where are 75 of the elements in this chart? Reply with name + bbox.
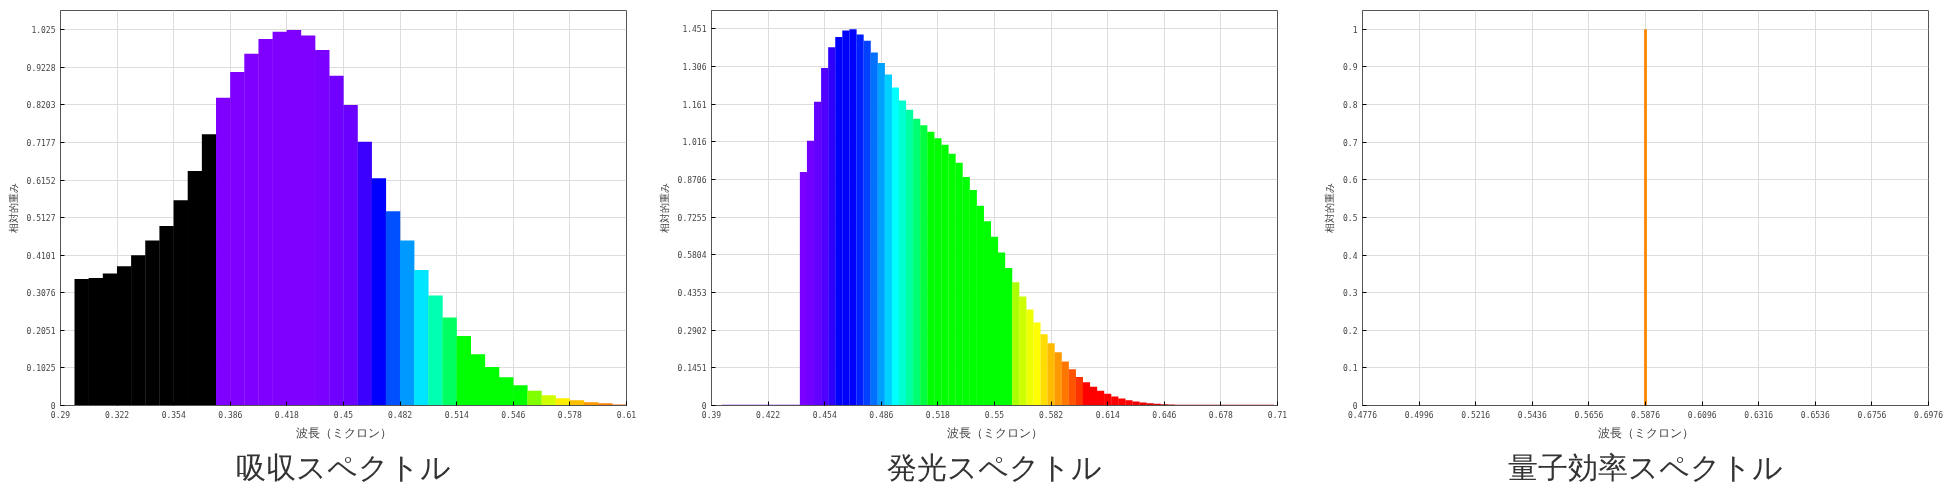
x-tick-label: 0.6536	[1800, 410, 1830, 420]
y-tick-label: 1.025	[31, 26, 56, 36]
y-axis-title: 相対的重み	[7, 183, 19, 233]
y-axis-title: 相対的重み	[1324, 183, 1336, 233]
y-tick-label: 0.8706	[677, 176, 707, 186]
text: 吸収スペクトル	[236, 449, 451, 485]
y-tick-label: 0.7177	[26, 139, 56, 149]
x-tick-label: 0.4996	[1404, 410, 1434, 420]
x-tick-label: 0.454	[812, 410, 837, 420]
x-tick-label: 0.614	[1095, 410, 1120, 420]
y-tick-label: 0.6	[1343, 176, 1358, 186]
y-tick-label: 1.451	[682, 25, 707, 35]
y-tick-label: 0.3	[1343, 289, 1358, 299]
x-tick-label: 0.39	[701, 410, 722, 420]
x-tick-label: 0.482	[388, 410, 413, 420]
x-tick-label: 0.678	[1208, 410, 1234, 420]
x-tick-label: 0.5436	[1517, 410, 1547, 420]
x-tick-label: 0.55	[984, 410, 1005, 420]
x-tick-label: 0.6976	[1914, 410, 1944, 420]
y-tick-label: 0.4101	[26, 251, 56, 261]
text: 発光スペクトル	[887, 449, 1102, 485]
y-tick-label: 0.2902	[677, 326, 707, 336]
y-tick-label: 1.306	[682, 63, 707, 73]
y-tick-label: 0.2	[1343, 326, 1358, 336]
x-tick-label: 0.486	[869, 410, 894, 420]
y-axis-title: 相対的重み	[658, 183, 670, 233]
y-tick-label: 0.7255	[677, 213, 707, 223]
x-tick-label: 0.514	[444, 410, 469, 420]
y-tick-label: 1	[1352, 25, 1358, 35]
x-tick-label: 0.322	[105, 410, 130, 420]
y-tick-label: 0.6152	[26, 176, 56, 186]
x-tick-label: 0.5216	[1461, 410, 1491, 420]
x-tick-label: 0.582	[1039, 410, 1064, 420]
y-tick-label: 0.1451	[677, 364, 707, 374]
y-tick-label: 0.3076	[26, 289, 56, 299]
y-tick-label: 0.5127	[26, 214, 56, 224]
x-tick-label: 0.386	[218, 410, 243, 420]
x-tick-label: 0.5656	[1574, 410, 1604, 420]
x-tick-label: 0.354	[161, 410, 186, 420]
y-tick-label: 0	[1352, 402, 1358, 411]
x-tick-label: 0.6756	[1857, 410, 1887, 420]
text: 量子効率スペクトル	[1508, 449, 1783, 485]
y-tick-label: 0	[50, 402, 56, 411]
y-tick-label: 0.1	[1343, 364, 1358, 374]
y-tick-label: 0	[701, 402, 707, 411]
x-axis-title: 波長（ミクロン）	[946, 425, 1043, 440]
x-axis-title: 波長（ミクロン）	[1597, 425, 1694, 440]
x-tick-label: 0.4776	[1348, 410, 1378, 420]
x-tick-label: 0.71	[1267, 410, 1288, 420]
y-tick-label: 0.9	[1343, 63, 1358, 73]
x-tick-label: 0.518	[925, 410, 951, 420]
x-tick-label: 0.578	[557, 410, 583, 420]
x-tick-label: 0.5876	[1631, 410, 1661, 420]
x-axis-title: 波長（ミクロン）	[295, 425, 392, 440]
y-tick-label: 0.9228	[26, 63, 56, 73]
y-tick-label: 0.8	[1343, 101, 1358, 111]
x-tick-label: 0.422	[756, 410, 781, 420]
y-tick-label: 0.1025	[26, 364, 56, 374]
x-tick-label: 0.418	[274, 410, 300, 420]
x-tick-label: 0.6096	[1687, 410, 1717, 420]
x-tick-label: 0.29	[50, 410, 71, 420]
y-tick-label: 0.8203	[26, 101, 56, 111]
x-tick-label: 0.646	[1152, 410, 1177, 420]
y-tick-label: 0.4353	[677, 289, 707, 299]
y-tick-label: 1.016	[682, 138, 707, 148]
y-tick-label: 1.161	[682, 100, 707, 110]
y-tick-label: 0.5804	[677, 251, 707, 261]
x-tick-label: 0.6316	[1744, 410, 1774, 420]
x-tick-label: 0.61	[616, 410, 637, 420]
x-tick-label: 0.45	[333, 410, 354, 420]
y-tick-label: 0.4	[1343, 251, 1358, 261]
y-tick-label: 0.2051	[26, 326, 56, 336]
y-tick-label: 0.5	[1343, 213, 1358, 223]
x-tick-label: 0.546	[501, 410, 526, 420]
y-tick-label: 0.7	[1343, 138, 1358, 148]
